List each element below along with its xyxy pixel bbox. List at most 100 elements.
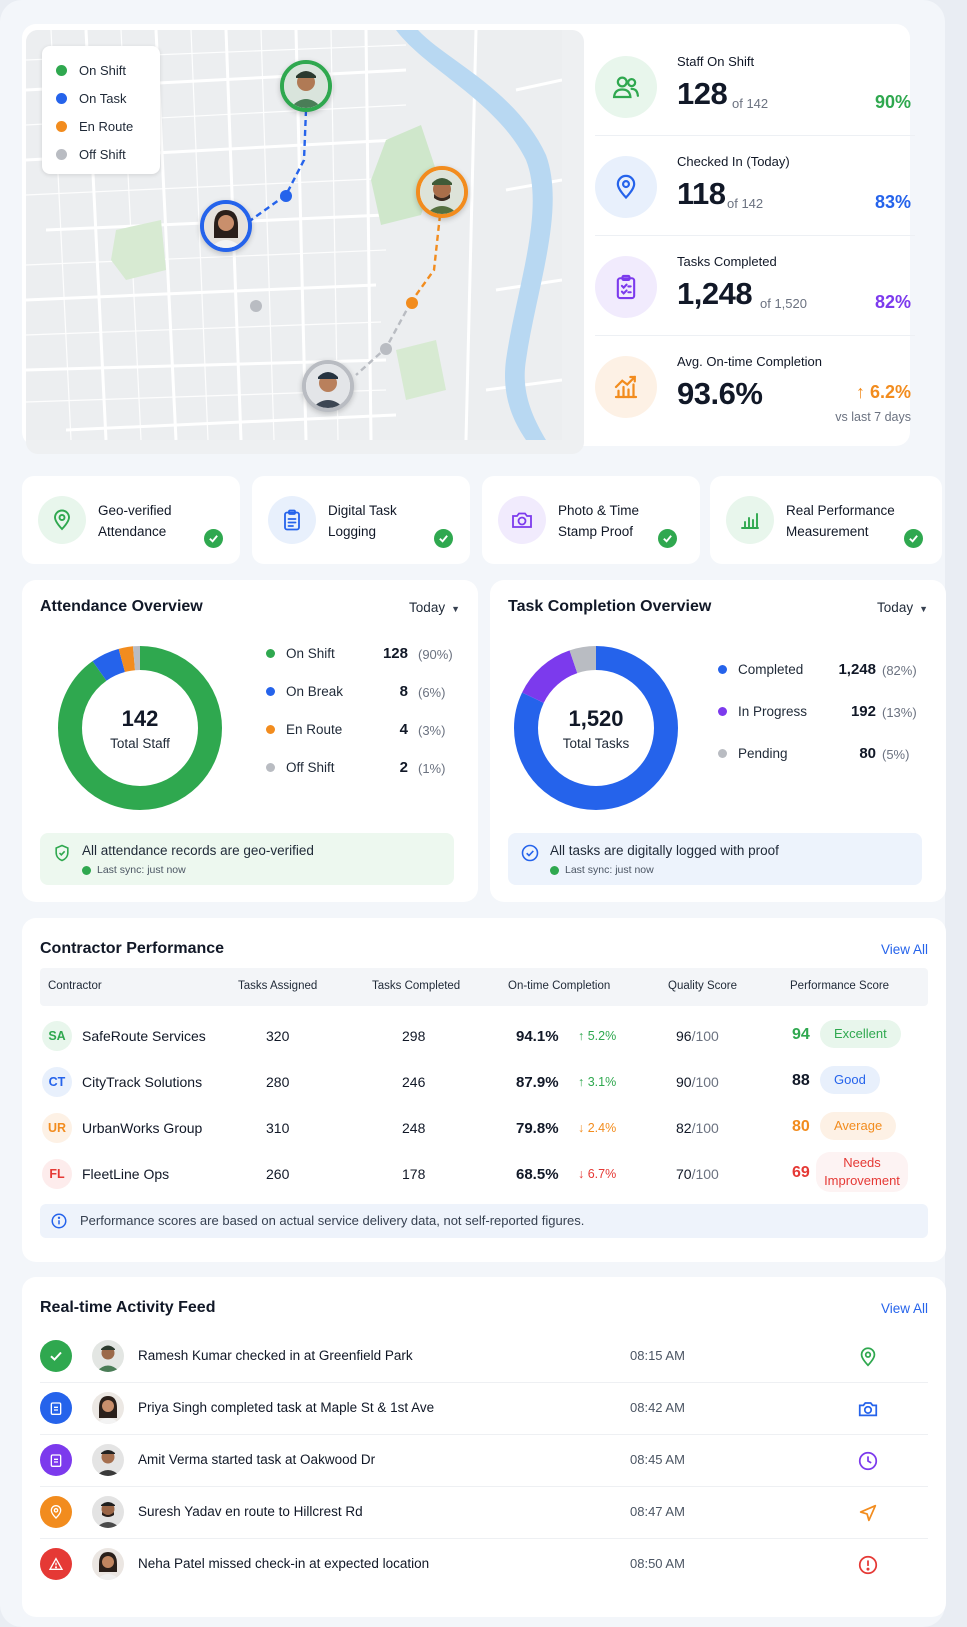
location-pin-icon[interactable]	[855, 1344, 881, 1370]
total-value: 1,520	[568, 705, 624, 731]
legend-item: On Break	[266, 684, 343, 699]
legend-dot	[266, 687, 275, 696]
feed-text: Amit Verma started task at Oakwood Dr	[138, 1452, 376, 1467]
legend-dot	[718, 665, 727, 674]
legend-percent: (5%)	[882, 747, 910, 762]
rating-badge: Good	[820, 1066, 880, 1094]
table-row[interactable]: SA SafeRoute Services 320 298 94.1% ↑ 5.…	[40, 1014, 928, 1060]
staff-pin-off-shift[interactable]	[302, 360, 354, 412]
period-select[interactable]: Today ▼	[877, 600, 928, 615]
feed-item[interactable]: Suresh Yadav en route to Hillcrest Rd 08…	[40, 1487, 928, 1539]
feed-item[interactable]: Priya Singh completed task at Maple St &…	[40, 1383, 928, 1435]
alert-circle-icon[interactable]	[855, 1552, 881, 1578]
feed-time: 08:45 AM	[630, 1452, 685, 1467]
stat-percent: 90%	[874, 92, 911, 112]
stat-of: of 142	[732, 96, 769, 111]
contractor-name: FleetLine Ops	[82, 1166, 170, 1182]
performance-score: 69	[792, 1164, 810, 1181]
contractor-avatar: CT	[42, 1067, 72, 1097]
column-header[interactable]: Quality Score	[668, 980, 738, 992]
quality-max: /100	[691, 1120, 719, 1136]
quality-value: 70	[676, 1166, 692, 1182]
legend-value: 1,248	[838, 661, 876, 678]
trend-down: ↓ 6.7%	[578, 1167, 617, 1181]
stat-of: of 1,520	[760, 296, 807, 311]
geo-verified-note: All attendance records are geo-verified …	[40, 833, 454, 885]
table-row[interactable]: FL FleetLine Ops 260 178 68.5% ↓ 6.7% 70…	[40, 1152, 928, 1198]
legend-dot	[56, 64, 67, 76]
feature-photo-proof: Photo & Time Stamp Proof	[482, 476, 700, 564]
rating-badge: Average	[820, 1112, 897, 1140]
navigation-icon[interactable]	[855, 1500, 881, 1526]
rating-badge: Needs Improvement	[816, 1152, 908, 1192]
legend-dot	[266, 763, 275, 772]
feed-item[interactable]: Ramesh Kumar checked in at Greenfield Pa…	[40, 1331, 928, 1383]
table-header: Contractor Tasks Assigned Tasks Complete…	[40, 968, 928, 1006]
stat-label: Checked In (Today)	[677, 154, 790, 169]
legend-item: In Progress	[718, 704, 807, 719]
legend-on-task: On Task	[56, 84, 146, 112]
tasks-completed: 298	[402, 1028, 426, 1044]
note-text: All attendance records are geo-verified	[82, 843, 314, 858]
stat-checked-in: Checked In (Today) 118 of 142 83%	[595, 136, 915, 236]
ontime-value: 68.5%	[516, 1166, 559, 1183]
legend-value: 4	[399, 721, 408, 738]
legend-dot	[266, 649, 275, 658]
feed-item[interactable]: Amit Verma started task at Oakwood Dr 08…	[40, 1435, 928, 1487]
check-icon	[904, 529, 923, 548]
feed-item[interactable]: Neha Patel missed check-in at expected l…	[40, 1539, 928, 1591]
total-label: Total Tasks	[562, 735, 630, 751]
quality-max: /100	[691, 1074, 719, 1090]
feed-time: 08:50 AM	[630, 1556, 685, 1571]
check-icon	[204, 529, 223, 548]
legend-item: Completed	[718, 662, 803, 677]
feature-digital-logging: Digital Task Logging	[252, 476, 470, 564]
period-select[interactable]: Today ▼	[409, 600, 460, 615]
donut-segment	[58, 646, 222, 810]
contractor-avatar: UR	[42, 1113, 72, 1143]
table-row[interactable]: CT CityTrack Solutions 280 246 87.9% ↑ 3…	[40, 1060, 928, 1106]
column-header[interactable]: Tasks Assigned	[238, 980, 318, 992]
stat-percent: 82%	[874, 292, 911, 312]
task-completion-card: Task Completion Overview Today ▼ 1,520 To…	[490, 580, 946, 902]
chevron-down-icon: ▼	[919, 604, 928, 614]
contractor-name: CityTrack Solutions	[82, 1074, 203, 1090]
legend-item: On Shift	[266, 646, 335, 661]
stat-percent: ↑ 6.2%	[855, 382, 911, 402]
column-header[interactable]: Tasks Completed	[372, 980, 461, 992]
digital-log-note: All tasks are digitally logged with proo…	[508, 833, 922, 885]
column-header[interactable]: On-time Completion	[508, 980, 611, 992]
dashboard-page: On Shift On Task En Route Off Shift Staf…	[22, 24, 946, 1617]
check-circle-icon	[521, 844, 539, 862]
column-header[interactable]: Performance Score	[790, 980, 890, 992]
clipboard-icon	[268, 496, 316, 544]
view-all-link[interactable]: View All	[880, 1301, 928, 1316]
tasks-assigned: 310	[266, 1120, 290, 1136]
staff-pin-en-route[interactable]	[416, 166, 468, 218]
table-row[interactable]: UR UrbanWorks Group 310 248 79.8% ↓ 2.4%…	[40, 1106, 928, 1152]
stat-of: of 142	[727, 196, 764, 211]
staff-pin-on-task[interactable]	[200, 200, 252, 252]
column-header[interactable]: Contractor	[48, 980, 102, 992]
card-title: Task Completion Overview	[508, 598, 712, 615]
camera-icon[interactable]	[855, 1396, 881, 1422]
tasks-assigned: 320	[266, 1028, 290, 1044]
chevron-down-icon: ▼	[451, 604, 460, 614]
legend-percent: (13%)	[882, 705, 917, 720]
contractor-performance-card: Contractor Performance View All Contract…	[22, 918, 946, 1262]
donut-chart	[514, 646, 678, 810]
legend-percent: (6%)	[418, 685, 446, 700]
tasks-completed: 248	[402, 1120, 426, 1136]
legend-dot	[266, 725, 275, 734]
total-label: Total Staff	[110, 735, 170, 751]
contractor-name: UrbanWorks Group	[82, 1120, 203, 1136]
view-all-link[interactable]: View All	[880, 942, 928, 957]
clock-icon[interactable]	[855, 1448, 881, 1474]
tasks-assigned: 280	[266, 1074, 290, 1090]
contractor-name: SafeRoute Services	[82, 1028, 206, 1044]
legend-label: Completed	[738, 662, 804, 677]
live-map[interactable]: On Shift On Task En Route Off Shift	[26, 30, 584, 454]
sync-dot	[550, 865, 559, 875]
clipboard-icon	[40, 1392, 72, 1424]
staff-pin-on-shift[interactable]	[280, 60, 332, 112]
